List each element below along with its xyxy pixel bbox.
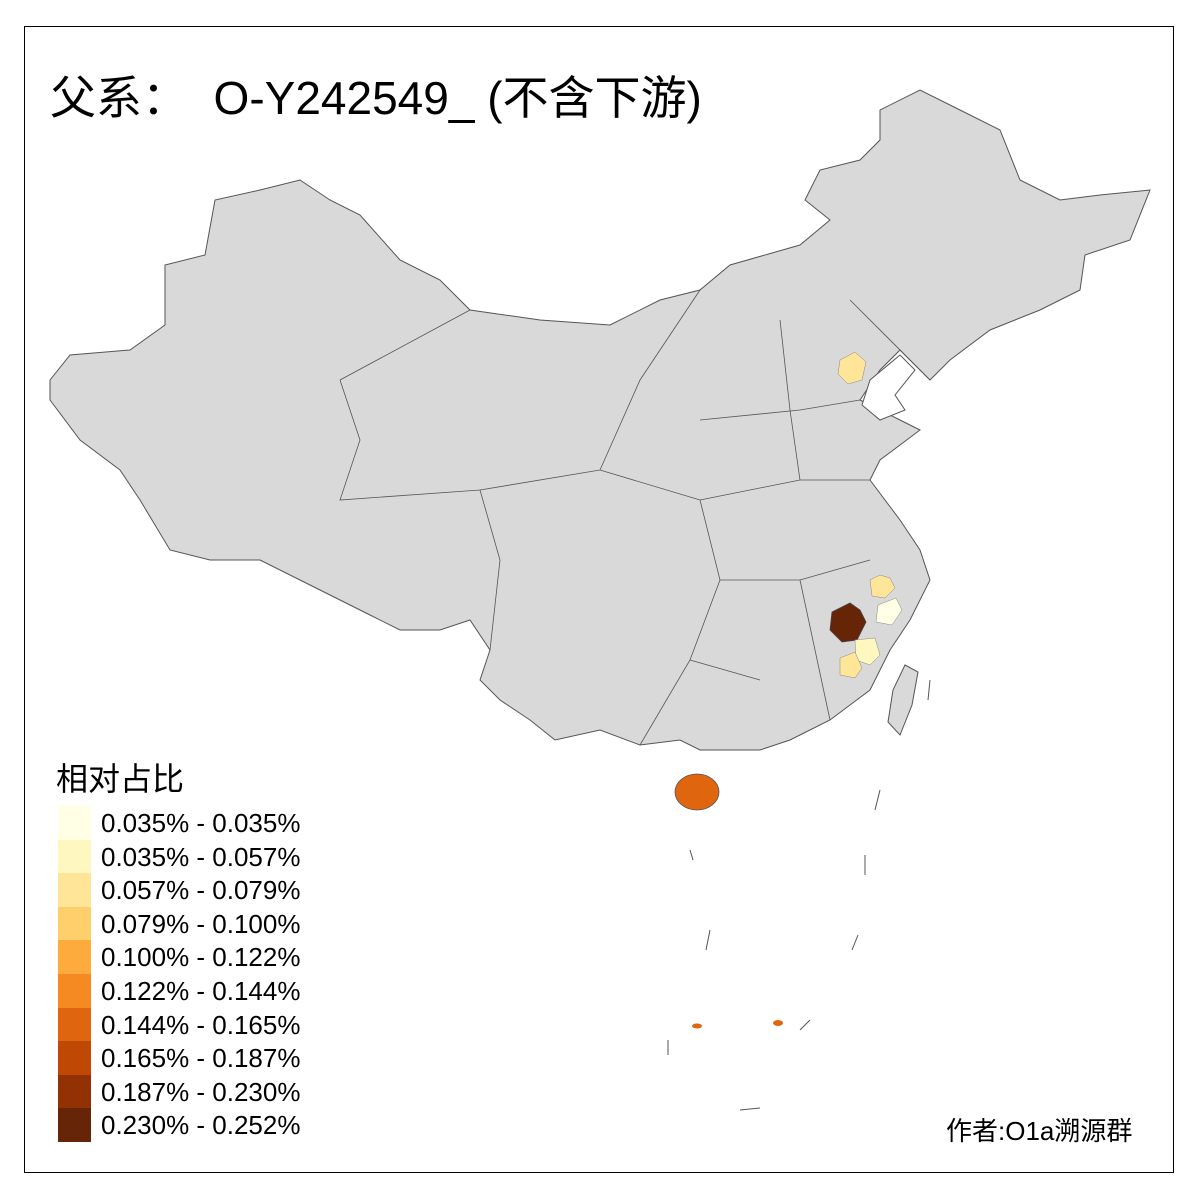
legend-item: 0.122% - 0.144% (58, 974, 358, 1008)
legend-label: 0.230% - 0.252% (101, 1110, 301, 1141)
legend-item: 0.035% - 0.057% (58, 839, 358, 874)
bohai-sea (861, 354, 916, 421)
mainland-region (49, 89, 1151, 751)
region-zhejiang-south (875, 597, 903, 626)
island-1 (692, 1023, 702, 1029)
legend-label: 0.035% - 0.035% (101, 808, 301, 838)
legend-swatch (58, 1007, 91, 1042)
legend-label: 0.100% - 0.122% (101, 942, 301, 973)
author-credit: 作者:O1a溯源群 (946, 1116, 1133, 1146)
plot-border (24, 26, 1174, 1173)
legend-item: 0.079% - 0.100% (58, 906, 358, 941)
legend-swatch (58, 974, 91, 1008)
map-title: 父系： O-Y242549_ (不含下游) (50, 72, 702, 124)
province-boundaries (339, 289, 931, 746)
legend-swatch (58, 940, 91, 975)
legend-item: 0.230% - 0.252% (58, 1108, 358, 1143)
legend-label: 0.079% - 0.100% (101, 908, 301, 939)
region-fujian-south (839, 651, 863, 679)
legend-item: 0.100% - 0.122% (58, 940, 358, 975)
legend-swatch (58, 839, 91, 874)
region-jiangxi (829, 602, 867, 643)
legend-item: 0.187% - 0.230% (58, 1074, 358, 1109)
taiwan-region (887, 664, 919, 736)
island-2 (773, 1020, 783, 1026)
hainan-region (674, 773, 720, 811)
legend-label: 0.057% - 0.079% (101, 875, 301, 906)
legend-title: 相对占比 (56, 761, 185, 797)
region-tianjin (837, 351, 867, 385)
legend-label: 0.165% - 0.187% (101, 1043, 301, 1074)
legend-item: 0.144% - 0.165% (58, 1007, 358, 1042)
south-sea-islands (667, 679, 931, 1111)
legend-swatch (58, 873, 91, 908)
region-anhui-south (869, 574, 896, 599)
legend-swatch (58, 806, 91, 840)
legend-item: 0.165% - 0.187% (58, 1041, 358, 1076)
legend-swatch (58, 1108, 91, 1143)
legend-item: 0.035% - 0.035% (58, 806, 358, 840)
legend-label: 0.144% - 0.165% (101, 1009, 301, 1040)
legend-item: 0.057% - 0.079% (58, 873, 358, 908)
legend-swatch (58, 1074, 91, 1109)
legend-swatch (58, 906, 91, 941)
legend-label: 0.035% - 0.057% (101, 841, 301, 872)
legend-label: 0.187% - 0.230% (101, 1076, 301, 1107)
legend-swatch (58, 1041, 91, 1076)
legend-label: 0.122% - 0.144% (101, 976, 301, 1006)
